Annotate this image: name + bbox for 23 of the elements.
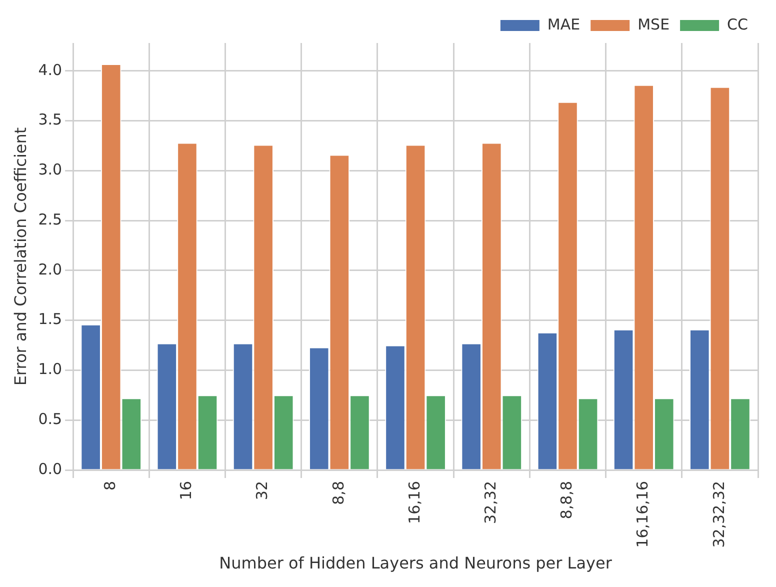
x-axis-title: Number of Hidden Layers and Neurons per Layer <box>219 554 612 573</box>
legend-label: MSE <box>638 15 670 34</box>
x-tick-label: 8 <box>101 481 119 491</box>
y-tick-label: 2.0 <box>38 260 62 278</box>
x-tick-label: 16 <box>177 481 196 500</box>
x-tick-label: 32 <box>253 481 272 500</box>
x-tick-label: 32,32,32 <box>710 481 728 548</box>
legend-label: CC <box>727 15 748 34</box>
x-tick-label: 32,32 <box>482 481 500 524</box>
y-axis-title: Error and Correlation Coefficient <box>10 127 30 386</box>
x-tick-label: 16,16,16 <box>634 481 652 548</box>
y-tick-label: 0.0 <box>38 460 62 478</box>
legend-label: MAE <box>547 15 580 34</box>
y-tick-label: 1.0 <box>38 360 62 378</box>
x-tick-label: 16,16 <box>405 481 424 524</box>
y-tick-label: 3.0 <box>38 160 62 179</box>
y-tick-label: 4.0 <box>38 60 62 79</box>
y-tick-label: 1.5 <box>38 310 62 328</box>
x-tick-label: 8,8 <box>329 481 348 505</box>
x-tick-label: 8,8,8 <box>558 481 576 520</box>
y-tick-label: 0.5 <box>38 410 62 428</box>
y-tick-label: 3.5 <box>38 110 62 129</box>
y-tick-label: 2.5 <box>38 210 62 228</box>
